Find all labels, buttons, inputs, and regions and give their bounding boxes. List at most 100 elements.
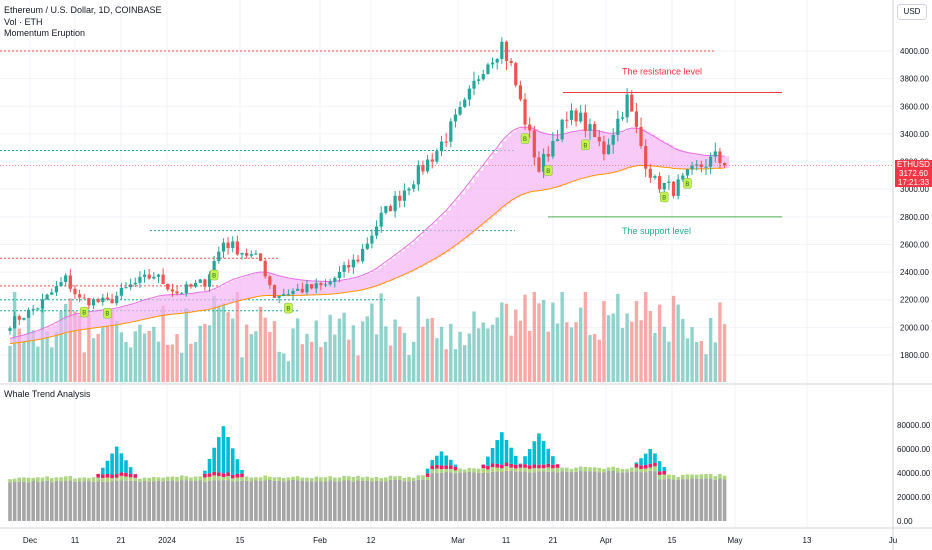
whale-bar-green [295, 476, 300, 481]
candle [481, 69, 485, 81]
volume-bar [476, 328, 481, 382]
whale-bar-base [258, 480, 263, 521]
whale-bar [63, 476, 68, 521]
volume-indicator-label[interactable]: Vol · ETH [4, 17, 43, 27]
candle-body [625, 94, 629, 118]
whale-bar-cyan [537, 433, 541, 465]
volume-bar [579, 307, 583, 382]
candle [384, 205, 388, 215]
whale-bar-base [500, 472, 504, 521]
candle [583, 104, 587, 138]
whale-bar [453, 464, 458, 521]
price-tick-label: 3000.00 [900, 185, 929, 194]
candle-body [235, 241, 239, 255]
candle-body [472, 80, 476, 89]
volume-bar [31, 330, 35, 382]
candle-body [546, 154, 550, 157]
candle [291, 288, 295, 300]
whale-bar-base [101, 481, 105, 521]
volume-bar [402, 332, 407, 382]
whale-bar [54, 477, 59, 521]
whale-bar-cyan [217, 437, 221, 473]
whale-bar-cyan [495, 440, 499, 464]
whale-bar [541, 441, 546, 521]
whale-bar [643, 453, 648, 521]
volume-bar [142, 333, 147, 382]
whale-bar [708, 474, 713, 521]
whale-bar-cyan [648, 449, 653, 464]
whale-bar [407, 476, 411, 521]
volume-bar [128, 347, 133, 382]
whale-bar-base [31, 480, 35, 521]
whale-bar [458, 468, 462, 521]
whale-bar-base [509, 470, 513, 521]
candle-body [490, 62, 495, 65]
whale-bar-green [309, 478, 314, 482]
price-tick-label: 3400.00 [900, 130, 929, 139]
buy-signal-text: B [662, 195, 666, 201]
volume-bar [54, 332, 59, 382]
candle [388, 204, 393, 212]
whale-pane-title[interactable]: Whale Trend Analysis [4, 389, 91, 399]
volume-bar [36, 346, 40, 382]
candle [528, 117, 532, 138]
whale-bar-base [565, 471, 569, 521]
price-tag-price: 3172.60 [895, 169, 932, 178]
whale-bar-green [147, 477, 151, 482]
whale-bar [277, 477, 281, 521]
whale-bar-green [490, 467, 495, 472]
time-tick-label: 11 [71, 536, 80, 545]
candle-body [648, 168, 652, 178]
whale-bar-base [532, 472, 537, 521]
whale-bar-base [634, 471, 639, 521]
whale-bar-base [704, 478, 708, 521]
candle-body [40, 299, 45, 309]
whale-bar [620, 468, 625, 521]
volume-bar [574, 322, 578, 382]
candle [634, 102, 638, 134]
whale-bar [133, 473, 138, 521]
volume-bar [523, 294, 527, 382]
momentum-indicator-label[interactable]: Momentum Eruption [4, 28, 86, 38]
whale-bar-cyan [226, 437, 230, 473]
candle [509, 58, 513, 67]
candle [207, 271, 212, 292]
candle [96, 297, 100, 304]
volume-bar [643, 292, 648, 382]
volume-bar [105, 326, 110, 382]
whale-bar-base [379, 481, 383, 521]
volume-bar [50, 347, 54, 382]
candle [426, 155, 430, 174]
whale-bar-red [105, 473, 110, 478]
candle-body [272, 285, 277, 298]
volume-bar [351, 325, 356, 382]
whale-bar-cyan [639, 458, 643, 466]
whale-bar-base [676, 479, 680, 521]
whale-bar [291, 476, 295, 521]
whale-bar-base [249, 481, 254, 521]
whale-bar-red [662, 470, 667, 475]
price-tick-label: 4000.00 [900, 47, 929, 56]
currency-button[interactable]: USD [897, 4, 927, 20]
whale-bars [8, 426, 727, 521]
buy-signal: B [209, 269, 219, 281]
volume-bar [527, 330, 532, 382]
whale-bar-green [481, 468, 486, 473]
whale-bar-cyan [230, 448, 235, 475]
volume-bar [73, 311, 77, 382]
candle-body [421, 165, 425, 172]
candle-body [426, 159, 430, 172]
buy-signal-marker [543, 165, 553, 176]
candle-body [96, 299, 100, 302]
candle-body [59, 282, 63, 287]
candle [537, 151, 541, 173]
volume-bar [249, 334, 253, 382]
candle-body [709, 156, 713, 167]
volume-bar [481, 322, 485, 382]
whale-bar-green [161, 477, 165, 482]
candle [671, 181, 676, 199]
volume-bar [439, 326, 444, 382]
whale-bar [476, 468, 481, 521]
candle [161, 268, 165, 285]
